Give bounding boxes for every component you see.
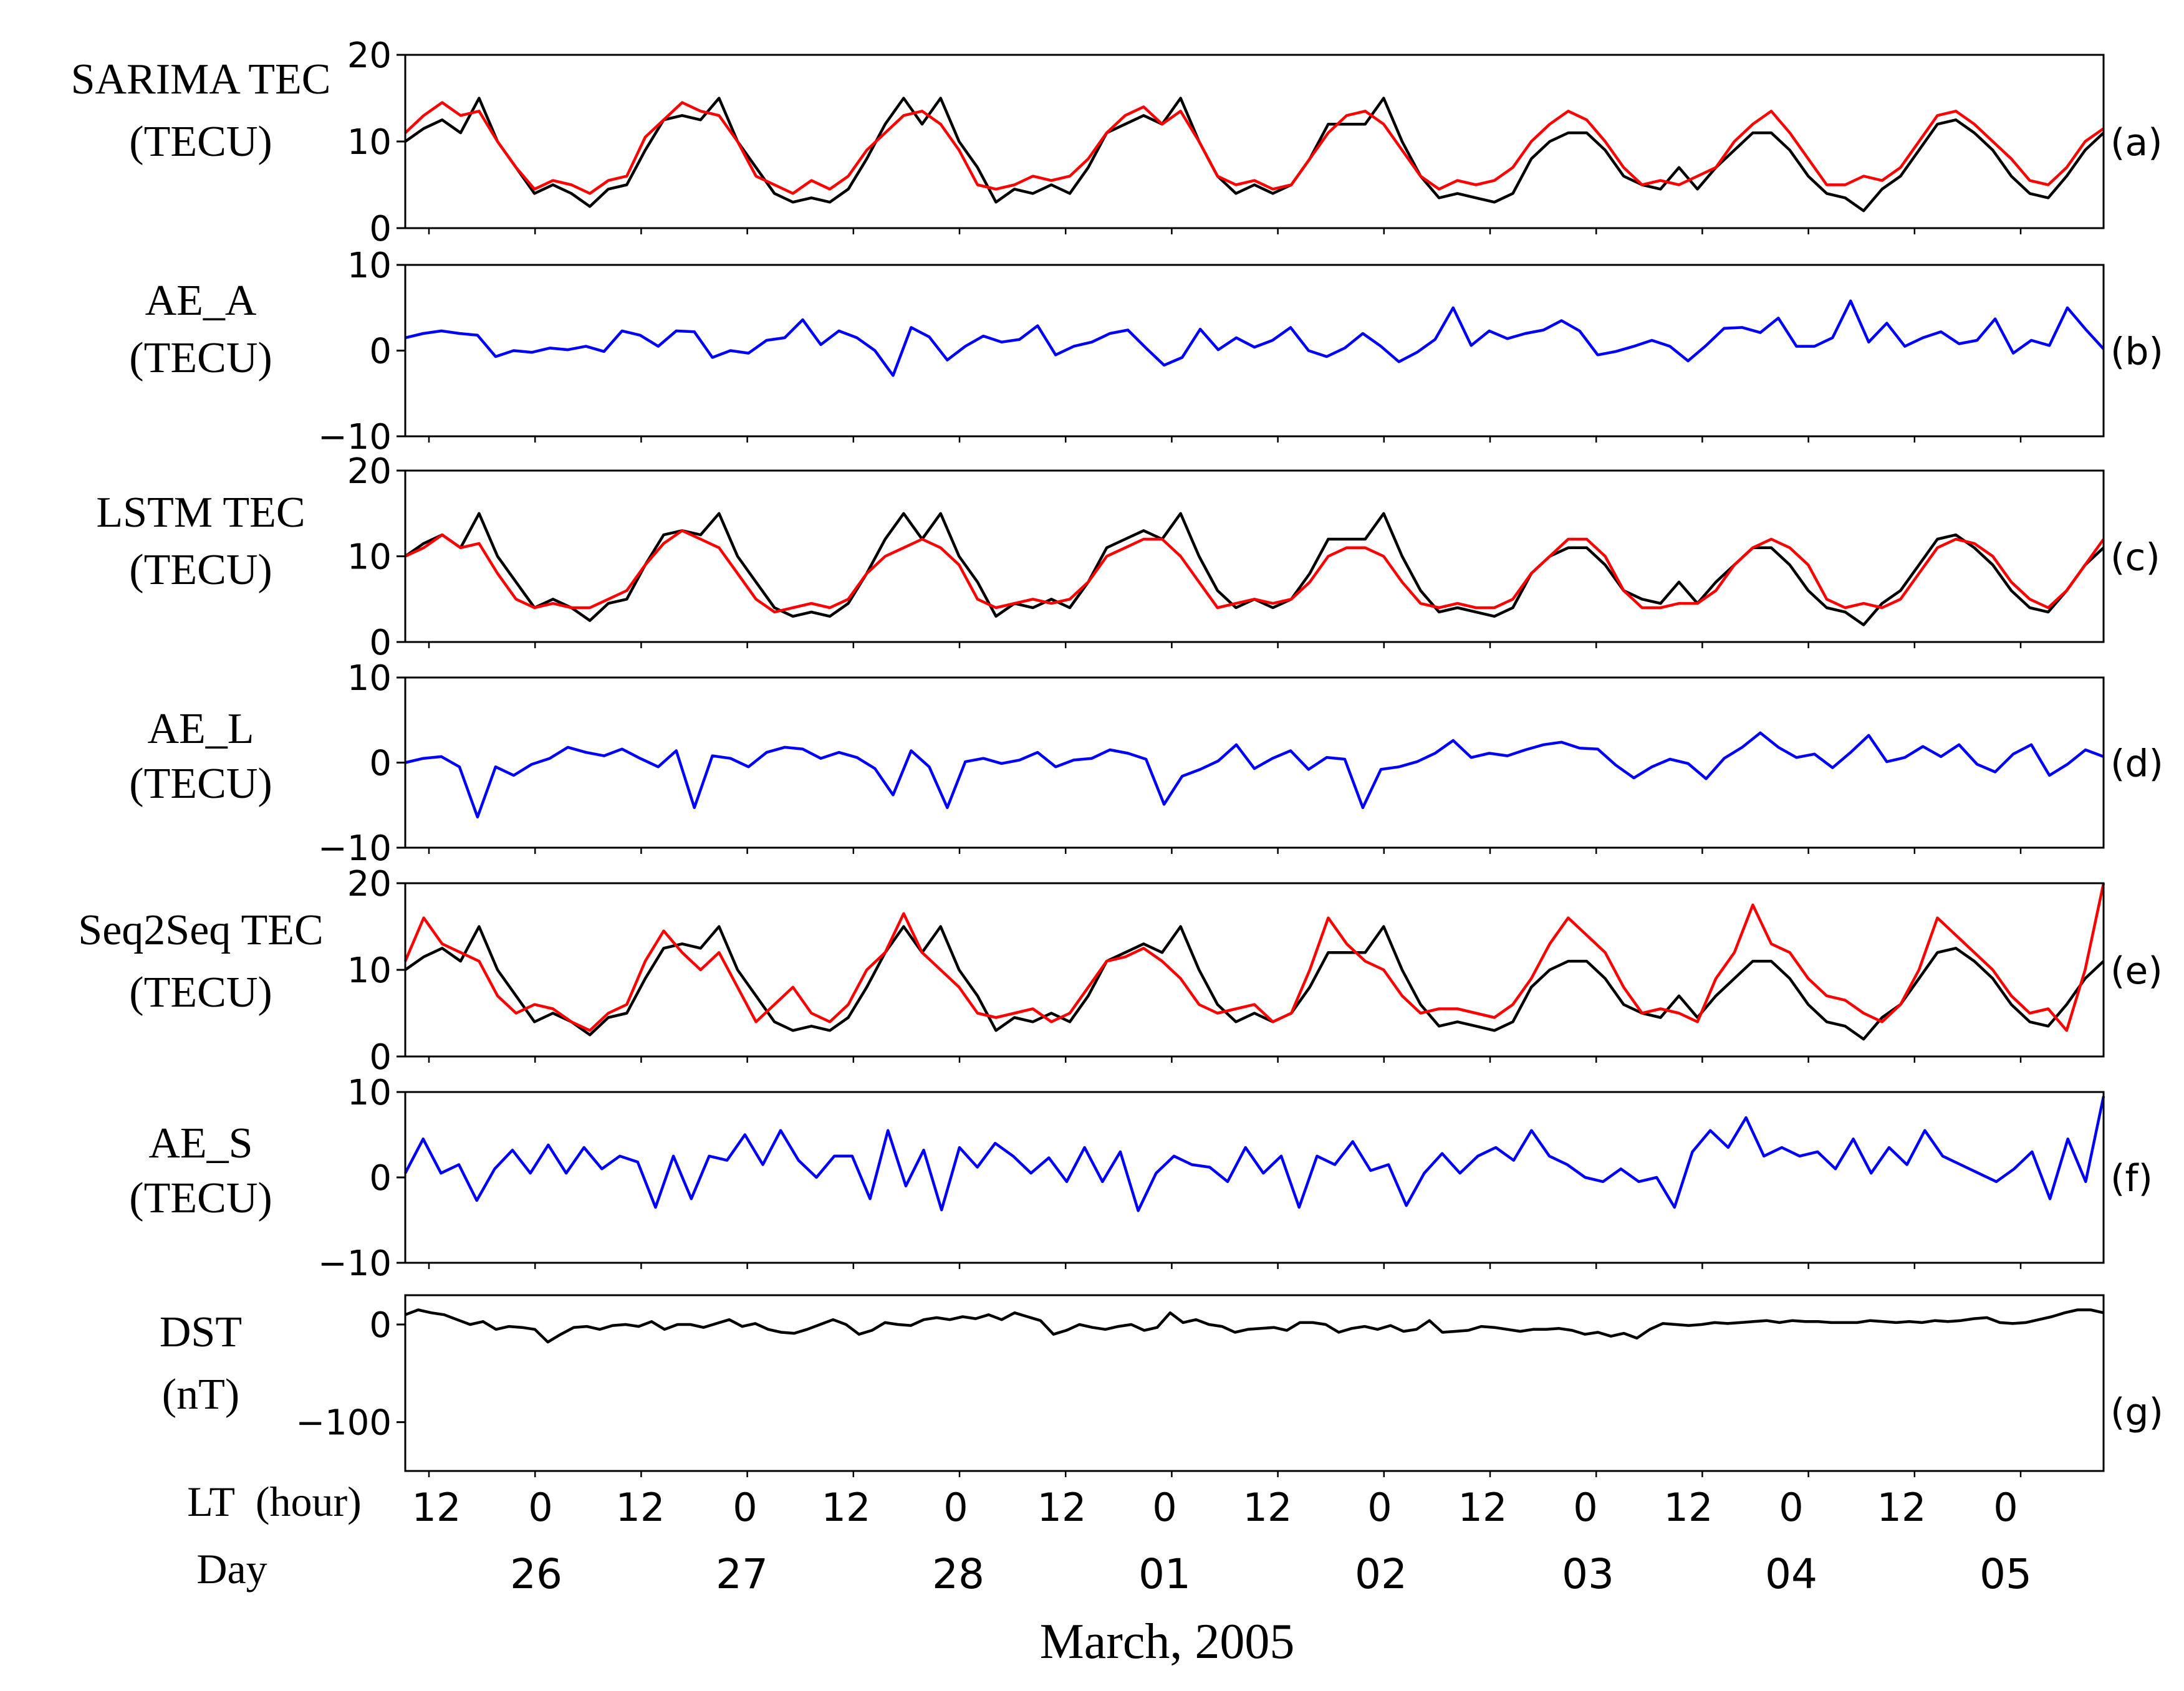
panel-d-ytick-label: 10 bbox=[347, 658, 392, 699]
lt-tick-label: 12 bbox=[1458, 1485, 1508, 1530]
panel-a-series-observed-line bbox=[404, 97, 2105, 213]
panel-f: −10 0 10 AE_S (TECU) (f) bbox=[129, 1073, 2153, 1284]
panel-f-letter: (f) bbox=[2110, 1157, 2153, 1200]
lt-tick-label: 0 bbox=[1573, 1485, 1597, 1530]
panel-e-ytick-label: 0 bbox=[369, 1037, 392, 1078]
panel-f-frame bbox=[404, 1091, 2105, 1264]
lt-tick-label: 12 bbox=[1037, 1485, 1087, 1530]
lt-tick-label: 0 bbox=[1152, 1485, 1176, 1530]
panel-f-ylabel-line: (TECU) bbox=[129, 1174, 272, 1222]
panel-a-frame bbox=[404, 54, 2105, 229]
panel-c-ytick-label: 0 bbox=[369, 623, 392, 663]
panel-c-frame bbox=[404, 469, 2105, 643]
panel-f-series-error-line bbox=[404, 1096, 2105, 1212]
panel-d-letter: (d) bbox=[2110, 742, 2163, 786]
lt-tick-label: 12 bbox=[616, 1485, 665, 1530]
panel-f-ylabel-line: AE_S bbox=[148, 1119, 253, 1167]
panel-g: −100 0 DST (nT) (g) bbox=[160, 1294, 2163, 1477]
panel-b-ylabel-line: AE_A bbox=[145, 277, 257, 325]
panel-g-letter: (g) bbox=[2110, 1391, 2163, 1434]
panel-c-letter: (c) bbox=[2110, 536, 2160, 580]
panel-f-ytick-label: 10 bbox=[347, 1073, 392, 1113]
panel-a-ytick-label: 0 bbox=[369, 209, 392, 249]
lt-tick-label: 12 bbox=[822, 1485, 871, 1530]
panel-c: 0 10 20 LSTM TEC (TECU) (c) bbox=[96, 451, 2160, 663]
panel-c-ylabel-line: (TECU) bbox=[129, 546, 272, 594]
panel-e: 0 10 20 Seq2Seq TEC (TECU) (e) bbox=[78, 864, 2162, 1078]
panel-d-ylabel-line: AE_L bbox=[147, 705, 254, 753]
lt-tick-label: 12 bbox=[1243, 1485, 1292, 1530]
panel-g-ytick-label: 0 bbox=[369, 1305, 392, 1346]
lt-tick-label: 0 bbox=[1779, 1485, 1803, 1530]
day-tick-label: 02 bbox=[1355, 1550, 1407, 1598]
day-tick-label: 04 bbox=[1765, 1550, 1817, 1598]
panel-b-frame bbox=[404, 264, 2105, 438]
panel-f-ytick-label: −10 bbox=[318, 1243, 392, 1284]
panel-d-ytick-label: 0 bbox=[369, 744, 392, 784]
panel-b-ylabel-line: (TECU) bbox=[129, 334, 272, 382]
panel-a-ylabel-line: SARIMA TEC bbox=[71, 55, 331, 103]
panel-f-ytick-label: 0 bbox=[369, 1158, 392, 1199]
lt-tick-label: 12 bbox=[1877, 1485, 1927, 1530]
lt-tick-label: 0 bbox=[733, 1485, 757, 1530]
day-tick-label: 27 bbox=[716, 1550, 768, 1598]
panel-d-ylabel-line: (TECU) bbox=[129, 760, 272, 808]
panel-c-ytick-label: 20 bbox=[347, 451, 392, 492]
panel-d-ytick-label: −10 bbox=[318, 828, 392, 869]
panel-b-ytick-label: 10 bbox=[347, 246, 392, 286]
panel-b-letter: (b) bbox=[2110, 330, 2163, 374]
panel-b-ytick-label: −10 bbox=[318, 417, 392, 457]
panel-a-ytick-label: 20 bbox=[347, 36, 392, 76]
panel-g-ylabel-line: DST bbox=[160, 1308, 242, 1356]
panel-g-frame bbox=[404, 1294, 2105, 1472]
day-tick-labels: 26 27 28 01 02 03 04 05 bbox=[510, 1550, 2032, 1598]
panel-c-series-predicted-line bbox=[405, 529, 2105, 614]
day-axis-label: Day bbox=[196, 1545, 267, 1593]
panel-e-letter: (e) bbox=[2110, 949, 2163, 993]
day-tick-label: 26 bbox=[510, 1550, 562, 1598]
panel-g-series-observed-line bbox=[405, 1308, 2104, 1344]
panel-a-ytick-label: 10 bbox=[347, 122, 392, 163]
lt-tick-label: 0 bbox=[1993, 1485, 2018, 1530]
panel-a: 0 10 20 SARIMA TEC (TECU) (a) bbox=[71, 36, 2163, 249]
panel-g-ytick-label: −100 bbox=[296, 1403, 392, 1444]
panel-a-series-predicted-line bbox=[404, 101, 2105, 195]
panel-d-series-error-line bbox=[405, 731, 2104, 819]
panel-a-letter: (a) bbox=[2110, 121, 2163, 165]
lt-tick-label: 12 bbox=[412, 1485, 461, 1530]
day-tick-label: 05 bbox=[1980, 1550, 2032, 1598]
panel-e-series-observed-line bbox=[404, 925, 2105, 1041]
lt-tick-label: 0 bbox=[1367, 1485, 1392, 1530]
panel-b-ytick-label: 0 bbox=[369, 332, 392, 372]
panel-a-ylabel-line: (TECU) bbox=[129, 118, 272, 166]
panel-c-ytick-label: 10 bbox=[347, 537, 392, 578]
day-tick-label: 01 bbox=[1138, 1550, 1191, 1598]
panel-e-ytick-label: 20 bbox=[347, 864, 392, 904]
panel-e-ylabel-line: (TECU) bbox=[129, 969, 272, 1017]
lt-tick-label: 0 bbox=[943, 1485, 968, 1530]
panel-d: −10 0 10 AE_L (TECU) (d) bbox=[129, 658, 2163, 869]
x-axis-title: March, 2005 bbox=[1040, 1614, 1295, 1669]
panel-d-frame bbox=[404, 676, 2105, 849]
day-tick-label: 03 bbox=[1562, 1550, 1614, 1598]
panel-b-series-error-line bbox=[405, 299, 2105, 377]
day-tick-label: 28 bbox=[932, 1550, 984, 1598]
panel-e-frame bbox=[404, 882, 2105, 1058]
panel-b: −10 0 10 AE_A (TECU) (b) bbox=[129, 246, 2163, 457]
panel-e-ylabel-line: Seq2Seq TEC bbox=[78, 906, 323, 954]
lt-tick-label: 0 bbox=[528, 1485, 552, 1530]
lt-axis-label: LT (hour) bbox=[187, 1478, 362, 1525]
panel-g-ylabel-line: (nT) bbox=[162, 1371, 239, 1419]
lt-tick-labels: 12 0 12 0 12 0 12 0 12 0 12 0 12 0 12 0 bbox=[412, 1485, 2018, 1530]
lt-tick-label: 12 bbox=[1664, 1485, 1713, 1530]
panel-e-ytick-label: 10 bbox=[347, 951, 392, 991]
panel-e-series-predicted-line bbox=[403, 883, 2105, 1032]
panel-c-ylabel-line: LSTM TEC bbox=[96, 489, 305, 537]
